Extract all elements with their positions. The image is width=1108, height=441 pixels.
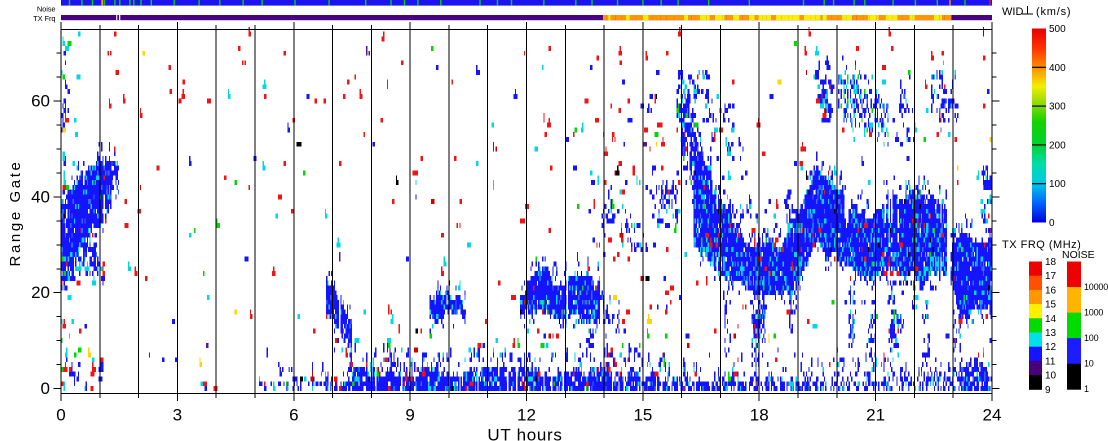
svg-text:400: 400 bbox=[1049, 63, 1066, 74]
svg-text:Noise: Noise bbox=[37, 4, 56, 13]
svg-text:6: 6 bbox=[289, 406, 298, 425]
svg-text:12: 12 bbox=[517, 406, 536, 425]
svg-text:12: 12 bbox=[1045, 342, 1057, 353]
svg-text:18: 18 bbox=[1045, 257, 1057, 268]
svg-text:60: 60 bbox=[31, 92, 50, 111]
svg-text:16: 16 bbox=[1045, 285, 1057, 296]
svg-text:(km/s): (km/s) bbox=[1036, 6, 1071, 18]
svg-text:3: 3 bbox=[173, 406, 182, 425]
svg-text:17: 17 bbox=[1045, 271, 1057, 282]
svg-text:21: 21 bbox=[866, 406, 885, 425]
svg-text:10: 10 bbox=[1084, 359, 1094, 369]
svg-text:500: 500 bbox=[1049, 24, 1066, 35]
svg-text:20: 20 bbox=[31, 283, 50, 302]
svg-text:14: 14 bbox=[1045, 314, 1057, 325]
svg-text:1: 1 bbox=[1084, 384, 1089, 394]
svg-text:0: 0 bbox=[56, 406, 65, 425]
svg-text:TX FRQ (MHz): TX FRQ (MHz) bbox=[1002, 239, 1081, 251]
svg-text:NOISE: NOISE bbox=[1062, 249, 1095, 261]
svg-text:200: 200 bbox=[1049, 140, 1066, 151]
svg-text:100: 100 bbox=[1049, 179, 1066, 190]
svg-text:TX Frq: TX Frq bbox=[33, 14, 55, 23]
svg-text:WID: WID bbox=[1002, 6, 1023, 18]
svg-text:15: 15 bbox=[633, 406, 652, 425]
svg-text:15: 15 bbox=[1045, 300, 1057, 311]
svg-text:9: 9 bbox=[405, 406, 414, 425]
svg-text:UT hours: UT hours bbox=[487, 426, 562, 441]
svg-text:9: 9 bbox=[1045, 385, 1051, 396]
svg-text:Range Gate: Range Gate bbox=[7, 160, 24, 267]
svg-text:13: 13 bbox=[1045, 328, 1057, 339]
svg-text:24: 24 bbox=[983, 406, 1002, 425]
svg-text:300: 300 bbox=[1049, 102, 1066, 113]
svg-text:1000: 1000 bbox=[1084, 308, 1103, 318]
svg-text:40: 40 bbox=[31, 187, 50, 206]
svg-text:10000: 10000 bbox=[1084, 282, 1108, 292]
svg-text:0: 0 bbox=[1049, 218, 1055, 229]
svg-text:100: 100 bbox=[1084, 333, 1099, 343]
svg-text:18: 18 bbox=[750, 406, 769, 425]
svg-text:10: 10 bbox=[1045, 371, 1057, 382]
svg-text:0: 0 bbox=[41, 379, 50, 398]
svg-text:11: 11 bbox=[1045, 356, 1056, 367]
